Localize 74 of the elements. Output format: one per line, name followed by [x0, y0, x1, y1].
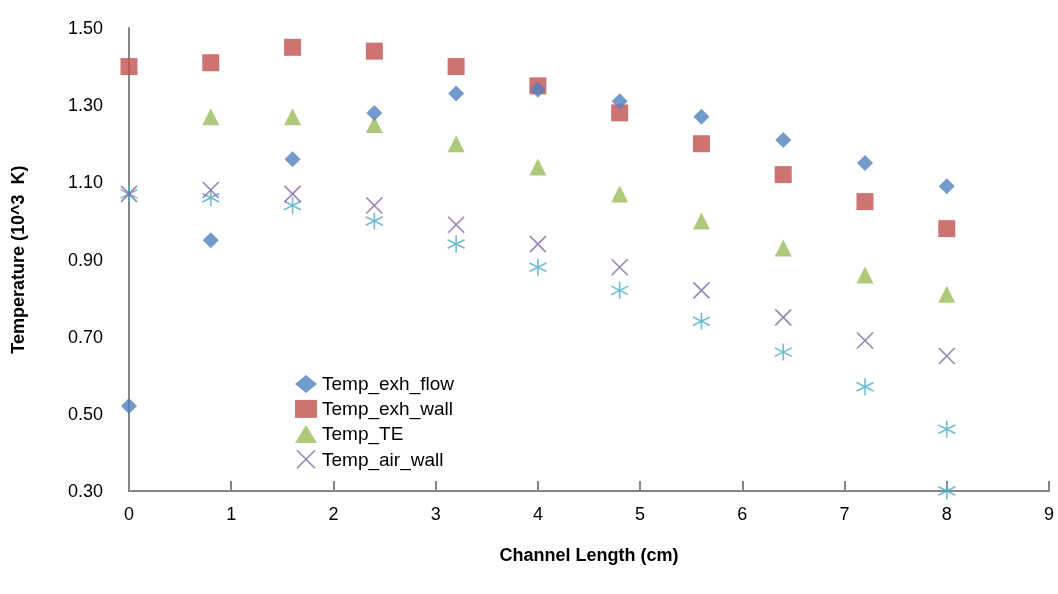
legend-label: Temp_air_wall [322, 448, 444, 471]
x-axis-title: Channel Length (cm) [499, 545, 679, 565]
point [692, 281, 711, 300]
point [365, 42, 383, 60]
point [938, 285, 956, 303]
y-axis-title: Temperature (10^3 K) [8, 165, 28, 354]
point [202, 108, 220, 126]
point [692, 135, 710, 153]
point [448, 85, 465, 102]
point [855, 377, 875, 397]
point [283, 196, 302, 215]
point [937, 347, 956, 365]
x-tick-label: 4 [532, 504, 543, 524]
point [528, 257, 548, 277]
point [774, 239, 792, 257]
x-tick-label: 1 [226, 504, 237, 524]
y-tick-label: 0.30 [67, 481, 103, 501]
point [937, 481, 957, 501]
legend-label: Temp_exh_flow [322, 373, 455, 396]
legend-label: Temp_exh_wall [322, 398, 453, 421]
point [529, 158, 547, 176]
x-tick-label: 9 [1043, 504, 1055, 524]
point [284, 108, 302, 126]
y-tick-label: 0.70 [67, 326, 103, 347]
point [610, 258, 629, 277]
point [446, 234, 466, 254]
point [529, 235, 547, 253]
y-tick-label: 1.10 [67, 172, 103, 193]
point [938, 220, 956, 238]
x-tick-label: 8 [941, 504, 952, 524]
point [692, 212, 710, 230]
point [283, 185, 302, 203]
point [447, 135, 465, 153]
point [611, 93, 628, 110]
point [284, 38, 302, 56]
point [937, 419, 957, 439]
point [857, 155, 873, 172]
point [693, 108, 710, 125]
point [366, 104, 383, 121]
point [610, 281, 629, 300]
y-tick-label: 0.50 [67, 403, 103, 424]
point [856, 193, 874, 211]
point [121, 398, 137, 415]
point [856, 266, 874, 284]
point [611, 104, 629, 122]
point [692, 311, 711, 331]
point [201, 181, 220, 199]
point [775, 131, 792, 148]
y-tick-label: 0.90 [67, 249, 103, 270]
x-tick-label: 6 [737, 504, 748, 524]
point [447, 215, 465, 234]
point [773, 342, 793, 362]
x-tick-label: 3 [430, 504, 441, 524]
legend-label: Temp_TE [322, 423, 404, 446]
point [447, 58, 465, 76]
y-tick-label: 1.50 [67, 18, 103, 38]
point [120, 58, 138, 76]
point [365, 211, 384, 231]
x-tick-label: 7 [839, 504, 850, 524]
point [774, 166, 792, 184]
x-tick-label: 0 [123, 504, 135, 524]
point [774, 308, 793, 327]
point [611, 185, 629, 203]
y-tick-label: 1.30 [67, 95, 103, 116]
point [856, 331, 874, 350]
point [202, 232, 219, 249]
point [529, 81, 546, 98]
x-tick-label: 2 [328, 504, 339, 524]
point [201, 188, 221, 208]
point [202, 54, 220, 72]
point [365, 196, 384, 215]
point [938, 178, 955, 195]
point [284, 151, 301, 168]
x-tick-label: 5 [635, 504, 646, 524]
